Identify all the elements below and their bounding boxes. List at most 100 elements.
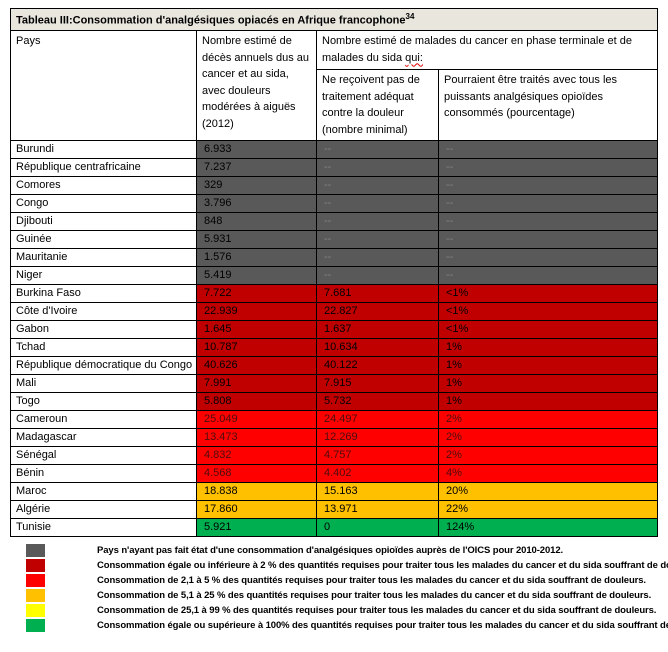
table-row: Maroc 18.838 15.163 20%	[10, 482, 659, 501]
country-name: Cameroun	[10, 410, 197, 429]
column-header-percent: Pourraient être traités avec tous les pu…	[437, 69, 659, 141]
no-treatment-value: 12.269	[316, 428, 439, 447]
percent-value: --	[437, 266, 659, 285]
table-row: Bénin 4.568 4.402 4%	[10, 464, 659, 483]
country-name: Djibouti	[10, 212, 197, 231]
deaths-value: 7.237	[196, 158, 317, 177]
table-row: République centrafricaine 7.237 -- --	[10, 158, 659, 177]
deaths-value: 3.796	[196, 194, 317, 213]
deaths-value: 40.626	[196, 356, 317, 375]
table-row: Niger 5.419 -- --	[10, 266, 659, 285]
table-row: Côte d'Ivoire 22.939 22.827 <1%	[10, 302, 659, 321]
column-header-group: Nombre estimé de malades du cancer en ph…	[315, 30, 659, 70]
legend-item: Consommation de 2,1 à 5 % des quantités …	[10, 573, 657, 588]
percent-value: 1%	[437, 374, 659, 393]
legend-item: Pays n'ayant pas fait état d'une consomm…	[10, 543, 657, 558]
legend-color-swatch	[26, 544, 45, 557]
no-treatment-value: 7.681	[316, 284, 439, 303]
no-treatment-value: 1.637	[316, 320, 439, 339]
country-name: Mali	[10, 374, 197, 393]
percent-value: --	[437, 212, 659, 231]
no-treatment-value: 40.122	[316, 356, 439, 375]
percent-value: <1%	[437, 320, 659, 339]
percent-value: 22%	[437, 500, 659, 519]
percent-value: --	[437, 158, 659, 177]
table-title-row: Tableau III:Consommation d'analgésiques …	[9, 8, 659, 31]
no-treatment-value: 0	[316, 518, 439, 537]
percent-value: 124%	[437, 518, 659, 537]
percent-value: 2%	[437, 446, 659, 465]
footnote-reference: 34	[405, 12, 415, 22]
no-treatment-value: --	[316, 266, 439, 285]
no-treatment-value: 15.163	[316, 482, 439, 501]
table-row: Djibouti 848 -- --	[10, 212, 659, 231]
percent-value: <1%	[437, 284, 659, 303]
group-header-text: Nombre estimé de malades du cancer en ph…	[322, 35, 633, 64]
legend-item: Consommation égale ou supérieure à 100% …	[10, 618, 668, 633]
no-treatment-value: --	[316, 212, 439, 231]
no-treatment-value: 4.402	[316, 464, 439, 483]
percent-value: --	[437, 176, 659, 195]
percent-value: 2%	[437, 410, 659, 429]
table-row: Burundi 6.933 -- --	[10, 140, 659, 159]
percent-value: 1%	[437, 338, 659, 357]
document-page: Tableau III:Consommation d'analgésiques …	[9, 8, 668, 633]
legend-color-swatch	[26, 589, 45, 602]
legend-label: Consommation égale ou inférieure à 2 % d…	[97, 560, 668, 571]
deaths-value: 5.419	[196, 266, 317, 285]
legend-label: Consommation de 2,1 à 5 % des quantités …	[97, 575, 646, 586]
country-name: Niger	[10, 266, 197, 285]
no-treatment-value: 10.634	[316, 338, 439, 357]
no-treatment-value: --	[316, 176, 439, 195]
table-row: Congo 3.796 -- --	[10, 194, 659, 213]
table-row: Mauritanie 1.576 -- --	[10, 248, 659, 267]
legend: Pays n'ayant pas fait état d'une consomm…	[10, 543, 668, 633]
no-treatment-value: 4.757	[316, 446, 439, 465]
deaths-value: 7.722	[196, 284, 317, 303]
legend-item: Consommation de 5,1 à 25 % des quantités…	[10, 588, 657, 603]
country-name: Tunisie	[10, 518, 197, 537]
legend-label: Consommation de 5,1 à 25 % des quantités…	[97, 590, 652, 601]
no-treatment-value: 7.915	[316, 374, 439, 393]
table-row: Madagascar 13.473 12.269 2%	[10, 428, 659, 447]
deaths-value: 1.645	[196, 320, 317, 339]
header-row-2: Ne reçoivent pas de traitement adéquat c…	[11, 69, 659, 141]
deaths-value: 4.568	[196, 464, 317, 483]
table-row: Algérie 17.860 13.971 22%	[10, 500, 659, 519]
group-header-underlined-text: qui:	[405, 51, 423, 64]
country-name: Tchad	[10, 338, 197, 357]
no-treatment-value: --	[316, 194, 439, 213]
country-name: Madagascar	[10, 428, 197, 447]
legend-label: Consommation de 25,1 à 99 % des quantité…	[97, 605, 657, 616]
no-treatment-value: 13.971	[316, 500, 439, 519]
table-row: Burkina Faso 7.722 7.681 <1%	[10, 284, 659, 303]
deaths-value: 6.933	[196, 140, 317, 159]
deaths-value: 5.921	[196, 518, 317, 537]
country-name: Côte d'Ivoire	[10, 302, 197, 321]
country-name: Sénégal	[10, 446, 197, 465]
table-row: Tchad 10.787 10.634 1%	[10, 338, 659, 357]
deaths-value: 22.939	[196, 302, 317, 321]
country-name: Guinée	[10, 230, 197, 249]
percent-value: --	[437, 248, 659, 267]
table-row: République démocratique du Congo 40.626 …	[10, 356, 659, 375]
table-row: Gabon 1.645 1.637 <1%	[10, 320, 659, 339]
percent-value: 1%	[437, 356, 659, 375]
percent-value: --	[437, 230, 659, 249]
column-header-pays: Pays	[10, 30, 197, 141]
table-row: Tunisie 5.921 0 124%	[10, 518, 659, 537]
no-treatment-value: 22.827	[316, 302, 439, 321]
percent-value: 4%	[437, 464, 659, 483]
deaths-value: 4.832	[196, 446, 317, 465]
country-name: Mauritanie	[10, 248, 197, 267]
no-treatment-value: --	[316, 158, 439, 177]
deaths-value: 5.808	[196, 392, 317, 411]
deaths-value: 17.860	[196, 500, 317, 519]
no-treatment-value: --	[316, 248, 439, 267]
percent-value: 2%	[437, 428, 659, 447]
table-row: Guinée 5.931 -- --	[10, 230, 659, 249]
country-name: Burundi	[10, 140, 197, 159]
opioid-consumption-table: Tableau III:Consommation d'analgésiques …	[9, 8, 659, 537]
country-name: République démocratique du Congo	[10, 356, 197, 375]
legend-color-swatch	[26, 559, 45, 572]
